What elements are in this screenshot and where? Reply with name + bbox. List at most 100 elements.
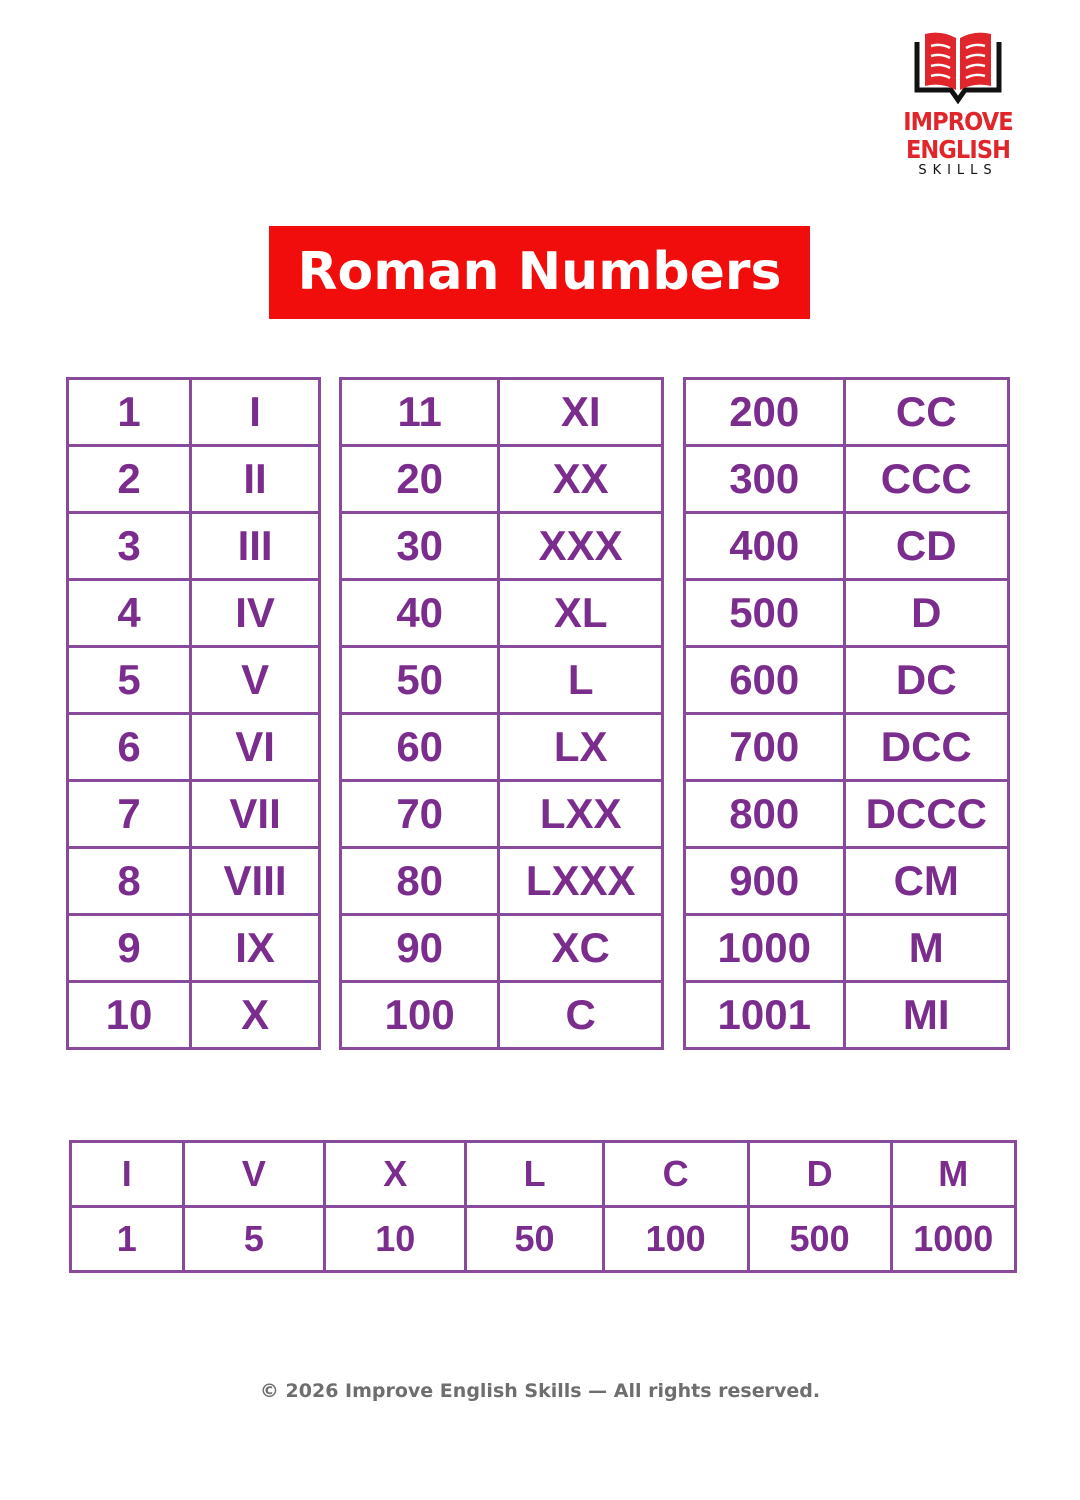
symbol-value-cell: 1 bbox=[69, 1205, 185, 1273]
arabic-number-cell: 400 bbox=[683, 511, 846, 581]
arabic-number-cell: 3 bbox=[65, 511, 193, 581]
table-row: 200 CC bbox=[683, 377, 1010, 447]
table-row: 800 DCCC bbox=[683, 779, 1010, 849]
arabic-number-cell: 700 bbox=[683, 712, 846, 782]
symbol-value-cell: 5 bbox=[181, 1205, 327, 1273]
roman-numeral-cell: XI bbox=[497, 377, 664, 447]
roman-numeral-cell: DCC bbox=[842, 712, 1010, 782]
symbol-value-cell: 100 bbox=[601, 1205, 750, 1273]
table-row: 6 VI bbox=[65, 712, 321, 782]
roman-numeral-cell: CC bbox=[842, 377, 1010, 447]
roman-numeral-cell: L bbox=[497, 645, 664, 715]
arabic-number-cell: 4 bbox=[65, 578, 193, 648]
roman-numeral-cell: MI bbox=[842, 980, 1010, 1050]
arabic-number-cell: 500 bbox=[683, 578, 846, 648]
roman-numeral-cell: VIII bbox=[189, 846, 321, 916]
arabic-number-cell: 90 bbox=[338, 913, 501, 983]
roman-numeral-cell: I bbox=[189, 377, 321, 447]
roman-numeral-cell: VI bbox=[189, 712, 321, 782]
roman-numeral-cell: IV bbox=[189, 578, 321, 648]
arabic-number-cell: 600 bbox=[683, 645, 846, 715]
roman-numeral-cell: LXX bbox=[497, 779, 664, 849]
table-row: 70 LXX bbox=[338, 779, 664, 849]
arabic-number-cell: 60 bbox=[338, 712, 501, 782]
logo-subtext: SKILLS bbox=[918, 163, 998, 178]
arabic-number-cell: 300 bbox=[683, 444, 846, 514]
roman-numeral-cell: D bbox=[842, 578, 1010, 648]
symbol-letter-cell: X bbox=[323, 1140, 468, 1208]
arabic-number-cell: 11 bbox=[338, 377, 501, 447]
roman-table-1-10: 1 I 2 II 3 III 4 IV 5 V 6 VI 7 VII 8 VIII 9 IX 10 X bbox=[65, 377, 321, 1050]
roman-numeral-cell: LXXX bbox=[497, 846, 664, 916]
table-row: 3 III bbox=[65, 511, 321, 581]
value-row: 1 5 10 50 100 500 1000 bbox=[69, 1205, 1018, 1273]
symbol-value-cell: 500 bbox=[746, 1205, 893, 1273]
symbol-letter-cell: D bbox=[746, 1140, 893, 1208]
arabic-number-cell: 8 bbox=[65, 846, 193, 916]
roman-table-200-1001: 200 CC 300 CCC 400 CD 500 D 600 DC 700 DCC 800 DCCC 90… bbox=[683, 377, 1010, 1050]
open-book-icon bbox=[914, 32, 1002, 104]
table-row: 100 C bbox=[338, 980, 664, 1050]
roman-numeral-cell: IX bbox=[189, 913, 321, 983]
copyright-footer: © 2026 Improve English Skills — All righ… bbox=[259, 1380, 821, 1402]
symbol-value-cell: 1000 bbox=[889, 1205, 1018, 1273]
roman-numeral-cell: CCC bbox=[842, 444, 1010, 514]
roman-numeral-cell: XC bbox=[497, 913, 664, 983]
arabic-number-cell: 2 bbox=[65, 444, 193, 514]
symbol-letter-cell: M bbox=[889, 1140, 1018, 1208]
arabic-number-cell: 1001 bbox=[683, 980, 846, 1050]
arabic-number-cell: 50 bbox=[338, 645, 501, 715]
symbol-letter-cell: V bbox=[181, 1140, 327, 1208]
table-row: 9 IX bbox=[65, 913, 321, 983]
roman-table-11-100: 11 XI 20 XX 30 XXX 40 XL 50 L 60 LX 70 LXX 80 LXXX 90 XC 1… bbox=[338, 377, 664, 1050]
roman-numeral-cell: LX bbox=[497, 712, 664, 782]
arabic-number-cell: 70 bbox=[338, 779, 501, 849]
table-row: 80 LXXX bbox=[338, 846, 664, 916]
roman-numeral-cell: II bbox=[189, 444, 321, 514]
table-row: 90 XC bbox=[338, 913, 664, 983]
table-row: 2 II bbox=[65, 444, 321, 514]
arabic-number-cell: 800 bbox=[683, 779, 846, 849]
table-row: 10 X bbox=[65, 980, 321, 1050]
arabic-number-cell: 5 bbox=[65, 645, 193, 715]
table-row: 300 CCC bbox=[683, 444, 1010, 514]
table-row: 700 DCC bbox=[683, 712, 1010, 782]
symbol-value-cell: 50 bbox=[464, 1205, 605, 1273]
arabic-number-cell: 9 bbox=[65, 913, 193, 983]
roman-numeral-cell: XX bbox=[497, 444, 664, 514]
roman-numeral-cell: C bbox=[497, 980, 664, 1050]
logo-text: IMPROVE ENGLISH bbox=[903, 107, 1013, 164]
arabic-number-cell: 200 bbox=[683, 377, 846, 447]
table-row: 1001 MI bbox=[683, 980, 1010, 1050]
arabic-number-cell: 30 bbox=[338, 511, 501, 581]
roman-numeral-cell: III bbox=[189, 511, 321, 581]
table-row: 600 DC bbox=[683, 645, 1010, 715]
roman-numeral-cell: XL bbox=[497, 578, 664, 648]
roman-numeral-cell: V bbox=[189, 645, 321, 715]
table-row: 7 VII bbox=[65, 779, 321, 849]
arabic-number-cell: 1 bbox=[65, 377, 193, 447]
page-title: Roman Numbers bbox=[269, 226, 810, 319]
table-row: 400 CD bbox=[683, 511, 1010, 581]
roman-numeral-cell: CM bbox=[842, 846, 1010, 916]
symbol-letter-cell: I bbox=[69, 1140, 185, 1208]
arabic-number-cell: 10 bbox=[65, 980, 193, 1050]
table-row: 40 XL bbox=[338, 578, 664, 648]
table-row: 20 XX bbox=[338, 444, 664, 514]
arabic-number-cell: 6 bbox=[65, 712, 193, 782]
symbol-letter-cell: L bbox=[464, 1140, 605, 1208]
arabic-number-cell: 100 bbox=[338, 980, 501, 1050]
roman-numeral-cell: DCCC bbox=[842, 779, 1010, 849]
roman-numeral-cell: DC bbox=[842, 645, 1010, 715]
roman-numeral-cell: VII bbox=[189, 779, 321, 849]
table-row: 500 D bbox=[683, 578, 1010, 648]
arabic-number-cell: 40 bbox=[338, 578, 501, 648]
roman-numeral-cell: XXX bbox=[497, 511, 664, 581]
arabic-number-cell: 900 bbox=[683, 846, 846, 916]
logo: IMPROVE ENGLISH SKILLS bbox=[846, 28, 1070, 178]
arabic-number-cell: 20 bbox=[338, 444, 501, 514]
arabic-number-cell: 1000 bbox=[683, 913, 846, 983]
